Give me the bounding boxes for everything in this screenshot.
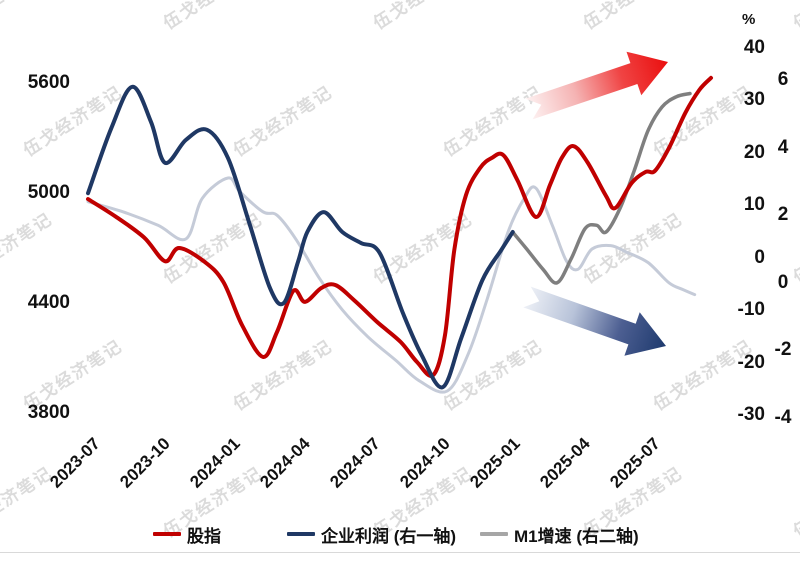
series-line-m1-growth: [510, 91, 692, 285]
legend-item-m1-growth: M1增速 (右二轴): [480, 522, 639, 546]
right-axis1-tick: 10: [743, 194, 765, 216]
right-axis1-tick: -20: [737, 351, 765, 373]
right-axis1-tick: -10: [737, 299, 765, 321]
right-axis1-tick: 30: [743, 89, 765, 111]
left-axis-tick: 3800: [27, 402, 70, 423]
right-axis2-tick: 6: [777, 69, 789, 90]
down-arrow: [523, 286, 666, 356]
left-axis-tick: 4400: [27, 292, 70, 313]
legend-swatch-stock-index: [153, 532, 181, 536]
legend-label-m1-growth: M1增速 (右二轴): [514, 526, 639, 546]
left-axis-tick: 5000: [27, 182, 70, 203]
legend-item-profit: 企业利润 (右一轴): [287, 522, 456, 546]
series-line-m1-old-faded: [86, 176, 697, 394]
right-axis1-tick: -30: [737, 404, 765, 425]
series-line-stock-index: [86, 75, 713, 378]
right-axis2-tick: -2: [774, 339, 792, 361]
bottom-divider: [0, 552, 800, 553]
right-axis1-unit-label: %: [742, 11, 756, 28]
right-axis2-tick: 2: [777, 204, 789, 226]
right-axis1-tick: 20: [743, 141, 765, 163]
up-arrow: [525, 51, 668, 120]
legend-swatch-m1-growth: [480, 532, 508, 536]
series-lines: [86, 75, 713, 394]
legend-label-stock-index: 股指: [187, 526, 221, 546]
right-axis2-tick: 4: [777, 136, 789, 158]
right-axis2-tick: 0: [777, 271, 789, 293]
right-axis1-tick: 40: [743, 37, 765, 58]
trend-arrows: [523, 51, 668, 356]
legend-label-profit: 企业利润 (右一轴): [321, 526, 457, 546]
legend-item-stock-index: 股指: [153, 522, 221, 546]
left-axis-tick: 5600: [27, 72, 70, 93]
right-axis1-tick: 0: [754, 246, 765, 268]
series-line-profit: [86, 84, 515, 390]
right-axis2-tick: -4: [774, 407, 792, 428]
legend-swatch-profit: [287, 532, 315, 536]
